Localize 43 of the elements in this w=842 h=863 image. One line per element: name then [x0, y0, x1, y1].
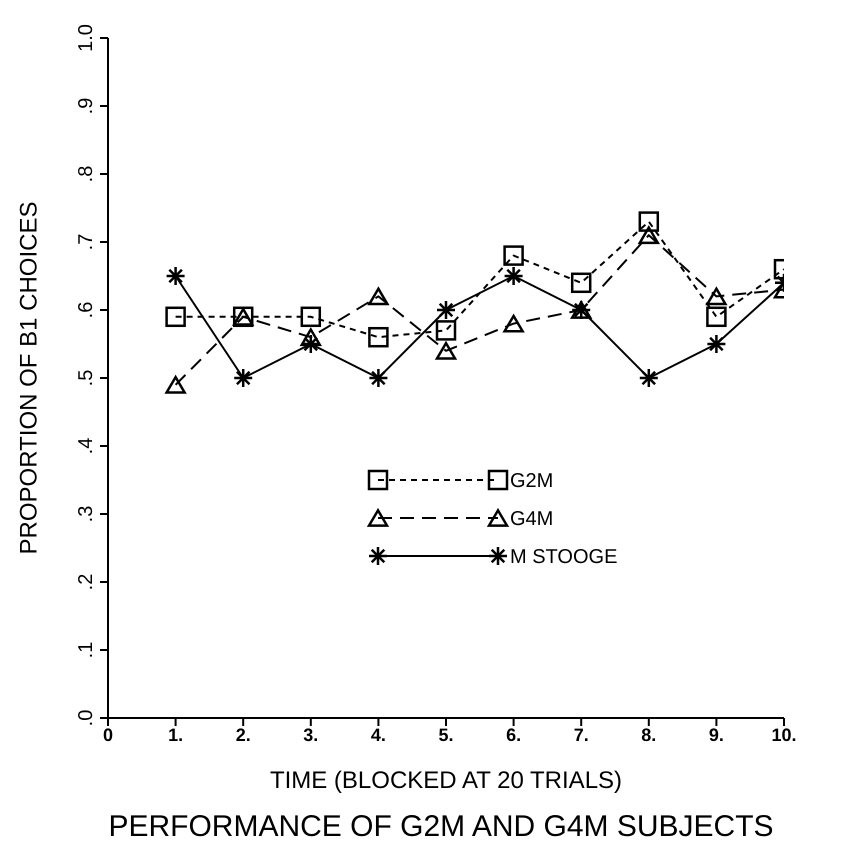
x-tick-label: 3. — [303, 724, 318, 745]
y-axis-title: PROPORTION OF B1 CHOICES — [16, 202, 43, 554]
point — [436, 320, 456, 341]
x-tick-label: 9. — [708, 724, 724, 745]
x-tick-label: 7. — [574, 724, 589, 745]
y-tick-label: .2 — [75, 574, 97, 590]
point — [638, 226, 660, 244]
point — [503, 245, 524, 266]
point — [570, 272, 592, 294]
y-tick-label: .9 — [75, 98, 97, 114]
x-tick-label: 2. — [236, 724, 251, 745]
point — [638, 211, 660, 232]
x-tick-label: 8. — [641, 724, 656, 745]
x-tick-label: 6. — [506, 724, 522, 745]
point — [368, 326, 389, 348]
y-tick-label: .5 — [75, 370, 97, 386]
y-tick-label: .0 — [75, 710, 97, 726]
point — [436, 342, 456, 360]
x-tick-label: 1. — [168, 724, 184, 745]
point — [368, 288, 389, 306]
point — [165, 306, 186, 328]
point — [300, 328, 322, 346]
point — [503, 314, 524, 332]
y-tick-label: .8 — [75, 166, 97, 182]
y-tick-label: .7 — [75, 234, 97, 250]
y-tick-label: .4 — [75, 438, 97, 454]
legend-label: G2M — [510, 470, 554, 492]
y-tick-label: .1 — [75, 642, 97, 658]
point — [706, 288, 727, 306]
point — [300, 306, 322, 328]
legend-label: M STOOGE — [510, 546, 618, 568]
y-tick-label: .6 — [75, 302, 97, 318]
y-tick-label: 1.0 — [75, 24, 97, 52]
x-axis-title: TIME (BLOCKED AT 20 TRIALS) — [270, 767, 622, 794]
x-tick-label: 4. — [370, 724, 386, 745]
legend-label: G4M — [510, 508, 554, 530]
y-tick-label: .3 — [75, 506, 97, 522]
x-tick-label: 10. — [771, 724, 797, 745]
x-tick-label: 5. — [438, 724, 454, 745]
x-tick-label: 0 — [102, 724, 114, 745]
point — [165, 376, 186, 394]
point — [706, 306, 727, 328]
text: PERFORMANCE OF G2M AND G4M SUBJECTS — [107, 810, 775, 844]
